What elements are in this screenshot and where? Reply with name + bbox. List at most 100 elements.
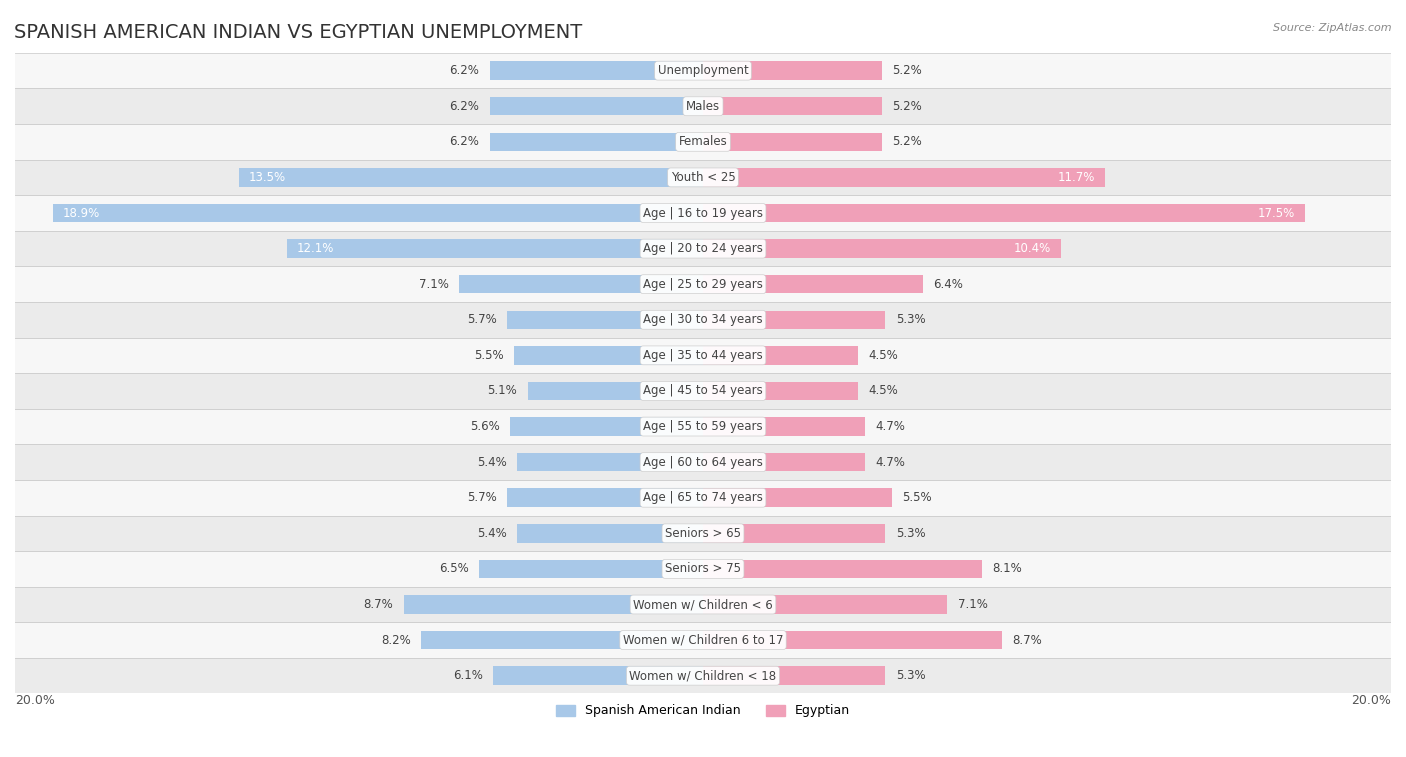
Bar: [703, 239, 1060, 258]
Text: 8.1%: 8.1%: [993, 562, 1022, 575]
Text: 4.7%: 4.7%: [875, 420, 905, 433]
Bar: [703, 382, 858, 400]
Bar: [703, 310, 886, 329]
Bar: [703, 61, 882, 80]
Text: Age | 60 to 64 years: Age | 60 to 64 years: [643, 456, 763, 469]
Text: 5.6%: 5.6%: [470, 420, 501, 433]
Text: 5.3%: 5.3%: [896, 527, 925, 540]
Text: Age | 30 to 34 years: Age | 30 to 34 years: [643, 313, 763, 326]
Bar: [703, 275, 924, 294]
Text: Age | 25 to 29 years: Age | 25 to 29 years: [643, 278, 763, 291]
Text: 5.5%: 5.5%: [474, 349, 503, 362]
Bar: [494, 666, 703, 685]
Text: 5.1%: 5.1%: [488, 385, 517, 397]
Bar: [15, 587, 1391, 622]
Text: 5.3%: 5.3%: [896, 313, 925, 326]
Text: 10.4%: 10.4%: [1014, 242, 1050, 255]
Text: Women w/ Children < 18: Women w/ Children < 18: [630, 669, 776, 682]
Text: Women w/ Children < 6: Women w/ Children < 6: [633, 598, 773, 611]
Bar: [15, 480, 1391, 516]
Bar: [15, 373, 1391, 409]
Bar: [703, 346, 858, 365]
Text: 6.1%: 6.1%: [453, 669, 482, 682]
Text: 6.2%: 6.2%: [450, 136, 479, 148]
Text: 6.2%: 6.2%: [450, 64, 479, 77]
Bar: [15, 160, 1391, 195]
Text: 5.2%: 5.2%: [893, 100, 922, 113]
Text: 20.0%: 20.0%: [1351, 694, 1391, 707]
Bar: [15, 195, 1391, 231]
Bar: [15, 551, 1391, 587]
Bar: [703, 417, 865, 436]
Text: Seniors > 75: Seniors > 75: [665, 562, 741, 575]
Bar: [458, 275, 703, 294]
Bar: [703, 453, 865, 472]
Bar: [703, 97, 882, 116]
Text: Age | 55 to 59 years: Age | 55 to 59 years: [643, 420, 763, 433]
Bar: [15, 124, 1391, 160]
Text: 7.1%: 7.1%: [419, 278, 449, 291]
Text: 13.5%: 13.5%: [249, 171, 285, 184]
Text: 5.4%: 5.4%: [477, 527, 508, 540]
Bar: [513, 346, 703, 365]
Text: Males: Males: [686, 100, 720, 113]
Bar: [508, 488, 703, 507]
Bar: [15, 89, 1391, 124]
Bar: [703, 524, 886, 543]
Text: 5.5%: 5.5%: [903, 491, 932, 504]
Bar: [489, 61, 703, 80]
Text: 4.5%: 4.5%: [868, 385, 898, 397]
Bar: [287, 239, 703, 258]
Bar: [703, 488, 893, 507]
Bar: [15, 516, 1391, 551]
Text: 8.7%: 8.7%: [1012, 634, 1042, 646]
Bar: [15, 53, 1391, 89]
Bar: [703, 168, 1105, 187]
Text: 20.0%: 20.0%: [15, 694, 55, 707]
Bar: [489, 97, 703, 116]
Bar: [510, 417, 703, 436]
Bar: [53, 204, 703, 223]
Text: 6.2%: 6.2%: [450, 100, 479, 113]
Text: 7.1%: 7.1%: [957, 598, 987, 611]
Bar: [239, 168, 703, 187]
Bar: [517, 524, 703, 543]
Bar: [15, 409, 1391, 444]
Bar: [479, 559, 703, 578]
Text: Youth < 25: Youth < 25: [671, 171, 735, 184]
Bar: [489, 132, 703, 151]
Bar: [15, 622, 1391, 658]
Text: Females: Females: [679, 136, 727, 148]
Text: Age | 65 to 74 years: Age | 65 to 74 years: [643, 491, 763, 504]
Text: 5.2%: 5.2%: [893, 64, 922, 77]
Text: Age | 20 to 24 years: Age | 20 to 24 years: [643, 242, 763, 255]
Text: 8.7%: 8.7%: [364, 598, 394, 611]
Text: 5.3%: 5.3%: [896, 669, 925, 682]
Text: 12.1%: 12.1%: [297, 242, 335, 255]
Text: 6.5%: 6.5%: [439, 562, 470, 575]
Text: 8.2%: 8.2%: [381, 634, 411, 646]
Bar: [527, 382, 703, 400]
Text: 18.9%: 18.9%: [63, 207, 100, 220]
Text: 17.5%: 17.5%: [1257, 207, 1295, 220]
Bar: [15, 444, 1391, 480]
Text: 4.5%: 4.5%: [868, 349, 898, 362]
Legend: Spanish American Indian, Egyptian: Spanish American Indian, Egyptian: [551, 699, 855, 722]
Text: SPANISH AMERICAN INDIAN VS EGYPTIAN UNEMPLOYMENT: SPANISH AMERICAN INDIAN VS EGYPTIAN UNEM…: [14, 23, 582, 42]
Bar: [703, 559, 981, 578]
Text: Age | 35 to 44 years: Age | 35 to 44 years: [643, 349, 763, 362]
Text: Source: ZipAtlas.com: Source: ZipAtlas.com: [1274, 23, 1392, 33]
Bar: [703, 666, 886, 685]
Text: 6.4%: 6.4%: [934, 278, 963, 291]
Text: Women w/ Children 6 to 17: Women w/ Children 6 to 17: [623, 634, 783, 646]
Bar: [15, 658, 1391, 693]
Bar: [517, 453, 703, 472]
Bar: [703, 631, 1002, 650]
Bar: [703, 132, 882, 151]
Bar: [15, 302, 1391, 338]
Text: Age | 16 to 19 years: Age | 16 to 19 years: [643, 207, 763, 220]
Bar: [420, 631, 703, 650]
Bar: [404, 595, 703, 614]
Text: 5.2%: 5.2%: [893, 136, 922, 148]
Bar: [15, 266, 1391, 302]
